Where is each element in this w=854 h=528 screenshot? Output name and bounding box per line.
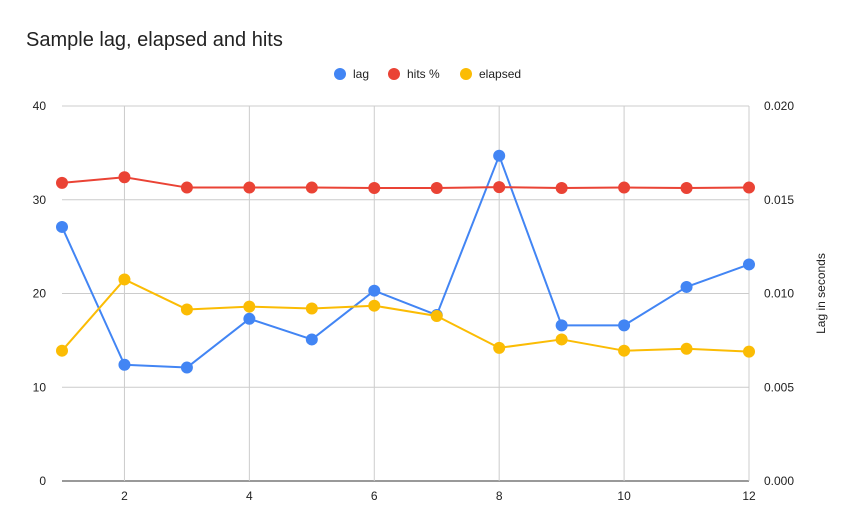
left-axis-tick-label: 40 — [33, 99, 47, 113]
legend-marker-elapsed — [460, 68, 472, 80]
right-axis-tick-label: 0.000 — [764, 474, 794, 488]
right-axis-tick-label: 0.020 — [764, 99, 794, 113]
right-axis-ticks: 0.000 0.005 0.010 0.015 0.020 — [764, 99, 794, 488]
right-axis-tick-label: 0.015 — [764, 193, 794, 207]
data-point-lag[interactable] — [618, 319, 631, 332]
data-point-elapsed[interactable] — [430, 310, 443, 322]
data-point-lag[interactable] — [680, 280, 693, 293]
data-point-lag[interactable] — [305, 333, 318, 346]
data-point-lag[interactable] — [243, 312, 256, 325]
legend-marker-hits — [388, 68, 400, 80]
data-point-elapsed[interactable] — [618, 344, 631, 357]
data-point-hits[interactable] — [680, 182, 693, 195]
x-axis-tick-label: 10 — [617, 489, 631, 503]
data-point-hits[interactable] — [493, 181, 506, 194]
data-point-elapsed[interactable] — [555, 333, 568, 346]
series-line-lag — [61, 154, 750, 369]
x-axis-tick-label: 12 — [742, 489, 756, 503]
legend-label-lag: lag — [353, 67, 369, 81]
data-point-elapsed[interactable] — [56, 344, 68, 357]
data-point-elapsed[interactable] — [680, 342, 693, 355]
left-axis-tick-label: 20 — [33, 287, 47, 301]
legend-item-lag[interactable]: lag — [334, 67, 369, 81]
series-hits — [56, 171, 755, 195]
legend: lag hits % elapsed — [334, 67, 521, 81]
data-point-hits[interactable] — [56, 176, 68, 189]
data-point-lag[interactable] — [555, 319, 568, 332]
data-point-hits[interactable] — [368, 182, 381, 195]
data-point-lag[interactable] — [743, 258, 755, 271]
x-axis-tick-label: 6 — [371, 489, 378, 503]
data-point-elapsed[interactable] — [243, 300, 256, 313]
data-point-hits[interactable] — [618, 181, 631, 194]
right-axis-tick-label: 0.005 — [764, 380, 794, 394]
left-axis-tick-label: 30 — [33, 193, 47, 207]
gridlines — [62, 105, 750, 482]
data-point-elapsed[interactable] — [493, 341, 506, 354]
data-point-hits[interactable] — [180, 181, 193, 194]
left-axis-ticks: 0 10 20 30 40 — [33, 99, 47, 488]
data-point-hits[interactable] — [743, 181, 755, 194]
right-axis-tick-label: 0.010 — [764, 287, 794, 301]
left-axis-tick-label: 0 — [39, 474, 46, 488]
series-line-hits — [61, 176, 750, 190]
series-line-elapsed — [61, 278, 750, 353]
x-axis-tick-label: 2 — [121, 489, 128, 503]
right-axis-title: Lag in seconds — [814, 253, 828, 334]
legend-item-hits[interactable]: hits % — [388, 67, 440, 81]
data-point-lag[interactable] — [368, 284, 381, 297]
data-point-elapsed[interactable] — [305, 302, 318, 315]
data-point-hits[interactable] — [243, 181, 256, 194]
legend-label-elapsed: elapsed — [479, 67, 521, 81]
series-group — [56, 149, 755, 374]
data-point-elapsed[interactable] — [118, 273, 131, 286]
data-point-elapsed[interactable] — [368, 299, 381, 312]
data-point-hits[interactable] — [305, 181, 318, 194]
data-point-lag[interactable] — [118, 358, 131, 371]
x-axis-ticks: 2 4 6 8 10 12 — [121, 489, 756, 503]
data-point-hits[interactable] — [555, 182, 568, 195]
series-elapsed — [56, 273, 755, 358]
legend-marker-lag — [334, 68, 346, 80]
data-point-lag[interactable] — [493, 149, 506, 162]
chart-title: Sample lag, elapsed and hits — [26, 29, 283, 51]
data-point-hits[interactable] — [118, 171, 131, 184]
left-axis-tick-label: 10 — [33, 380, 47, 394]
legend-label-hits: hits % — [407, 67, 440, 81]
data-point-hits[interactable] — [430, 182, 443, 195]
data-point-lag[interactable] — [180, 361, 193, 374]
data-point-lag[interactable] — [56, 220, 68, 233]
x-axis-tick-label: 8 — [496, 489, 503, 503]
data-point-elapsed[interactable] — [180, 303, 193, 316]
legend-item-elapsed[interactable]: elapsed — [460, 67, 521, 81]
x-axis-tick-label: 4 — [246, 489, 253, 503]
data-point-elapsed[interactable] — [743, 345, 755, 358]
